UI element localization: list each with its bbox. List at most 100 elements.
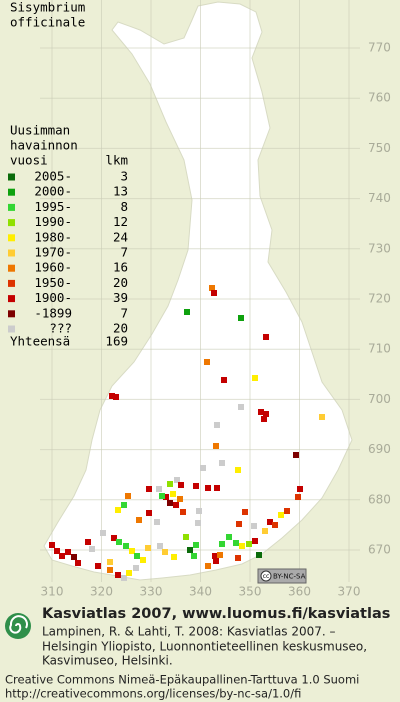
- grid-label-y: 710: [368, 342, 391, 356]
- grid-label-y: 700: [368, 392, 391, 406]
- occurrence-square: [213, 443, 219, 449]
- occurrence-square: [196, 508, 202, 514]
- occurrence-square: [156, 486, 162, 492]
- occurrence-square: [238, 404, 244, 410]
- citation-line: Kasvimuseo, Helsinki.: [42, 654, 173, 668]
- occurrence-square: [126, 570, 132, 576]
- legend-label: 1990-: [34, 214, 72, 229]
- grid-label-y: 680: [368, 492, 391, 506]
- occurrence-square: [217, 552, 223, 558]
- legend-swatch: [8, 295, 15, 303]
- occurrence-square: [178, 482, 184, 488]
- occurrence-square: [212, 553, 218, 559]
- occurrence-square: [115, 507, 121, 513]
- occurrence-square: [171, 554, 177, 560]
- license-line: Creative Commons Nimeä-Epäkaupallinen-Ta…: [5, 673, 359, 687]
- occurrence-square: [187, 547, 193, 553]
- legend-header: vuosi: [10, 153, 48, 168]
- license-badge: cc BY-NC-SA: [257, 568, 307, 584]
- occurrence-square: [121, 502, 127, 508]
- citation-line: Helsingin Yliopisto, Luonnontieteellinen…: [42, 640, 367, 654]
- occurrence-square: [209, 285, 215, 291]
- title-line: Sisymbrium: [10, 0, 85, 15]
- occurrence-square: [239, 543, 245, 549]
- legend-label: 1970-: [34, 245, 72, 260]
- license-line: http://creativecommons.org/licenses/by-n…: [5, 687, 301, 701]
- occurrence-square: [109, 393, 115, 399]
- occurrence-square: [214, 485, 220, 491]
- grid-label-y: 730: [368, 241, 391, 255]
- occurrence-square: [267, 519, 273, 525]
- occurrence-square: [174, 477, 180, 483]
- occurrence-square: [242, 509, 248, 515]
- occurrence-square: [107, 559, 113, 565]
- occurrence-square: [162, 549, 168, 555]
- occurrence-square: [167, 481, 173, 487]
- occurrence-square: [191, 553, 197, 559]
- grid-label-y: 740: [368, 191, 391, 205]
- occurrence-square: [113, 394, 119, 400]
- occurrence-square: [193, 483, 199, 489]
- occurrence-square: [173, 502, 179, 508]
- occurrence-square: [154, 519, 160, 525]
- legend-count-header: lkm: [105, 153, 128, 168]
- occurrence-square: [261, 416, 267, 422]
- grid-label-y: 750: [368, 141, 391, 155]
- legend-label: 2000-: [34, 184, 72, 199]
- logo: [5, 613, 31, 639]
- grid-label-x: 370: [338, 585, 361, 599]
- legend-total-label: Yhteensä: [10, 334, 70, 349]
- grid-label-x: 330: [140, 585, 163, 599]
- legend-swatch: [8, 219, 15, 227]
- occurrence-square: [200, 465, 206, 471]
- occurrence-square: [205, 485, 211, 491]
- occurrence-square: [235, 467, 241, 473]
- occurrence-square: [211, 290, 217, 296]
- occurrence-square: [180, 509, 186, 515]
- legend-label: -1899: [34, 305, 72, 320]
- legend-count: 12: [113, 214, 128, 229]
- occurrence-square: [116, 539, 122, 545]
- occurrence-square: [163, 494, 169, 500]
- occurrence-square: [214, 422, 220, 428]
- legend-count: 3: [120, 169, 128, 184]
- occurrence-square: [204, 359, 210, 365]
- occurrence-square: [272, 522, 278, 528]
- occurrence-square: [219, 541, 225, 547]
- legend-header: havainnon: [10, 138, 78, 153]
- occurrence-square: [236, 521, 242, 527]
- occurrence-square: [251, 523, 257, 529]
- occurrence-square: [121, 575, 127, 581]
- grid-label-y: 670: [368, 543, 391, 557]
- occurrence-square: [145, 545, 151, 551]
- occurrence-square: [219, 460, 225, 466]
- occurrence-square: [263, 334, 269, 340]
- legend-label: ???: [49, 321, 72, 336]
- legend-label: 1900-: [34, 290, 72, 305]
- occurrence-square: [319, 414, 325, 420]
- occurrence-square: [89, 546, 95, 552]
- legend-count: 16: [113, 260, 128, 275]
- occurrence-square: [129, 548, 135, 554]
- occurrence-square: [195, 520, 201, 526]
- legend-label: 2005-: [34, 169, 72, 184]
- occurrence-square: [111, 535, 117, 541]
- legend-label: 1980-: [34, 229, 72, 244]
- occurrence-square: [159, 493, 165, 499]
- legend-swatch: [8, 325, 15, 333]
- title-line: officinale: [10, 15, 85, 30]
- occurrence-square: [221, 377, 227, 383]
- legend-header: Uusimman: [10, 123, 70, 138]
- legend-swatch: [8, 264, 15, 272]
- occurrence-square: [85, 539, 91, 545]
- occurrence-square: [125, 493, 131, 499]
- occurrence-square: [213, 558, 219, 564]
- grid-label-x: 320: [90, 585, 113, 599]
- occurrence-square: [146, 510, 152, 516]
- grid-label-x: 340: [189, 585, 212, 599]
- occurrence-square: [133, 565, 139, 571]
- legend-count: 8: [120, 199, 128, 214]
- grid-label-y: 690: [368, 442, 391, 456]
- occurrence-square: [193, 542, 199, 548]
- legend-count: 13: [113, 184, 128, 199]
